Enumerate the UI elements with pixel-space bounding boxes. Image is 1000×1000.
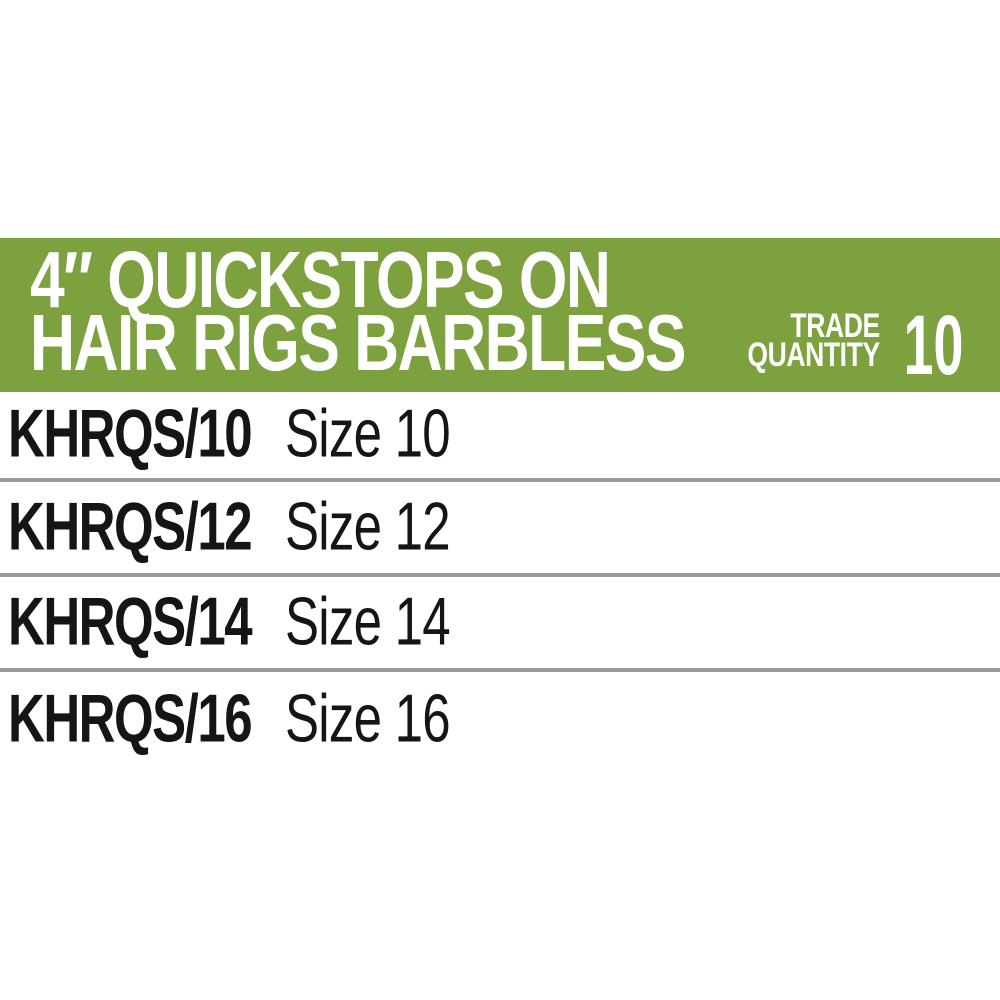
category-title: 4″ QUICKSTOPS ON HAIR RIGS BARBLESS: [30, 235, 870, 387]
table-row: KHRQS/12 Size 12: [0, 482, 1000, 577]
product-code: KHRQS/12: [8, 487, 253, 564]
table-row: KHRQS/10 Size 10: [0, 392, 1000, 482]
trade-quantity-label-line2: QUANTITY: [747, 336, 881, 374]
trade-quantity-label: TRADE QUANTITY: [747, 307, 881, 374]
category-banner: 4″ QUICKSTOPS ON HAIR RIGS BARBLESS TRAD…: [0, 238, 1000, 392]
category-title-line2: HAIR RIGS BARBLESS: [30, 298, 686, 387]
product-size: Size 10: [285, 395, 451, 472]
table-row: KHRQS/16 Size 16: [0, 672, 1000, 767]
product-size: Size 16: [285, 679, 451, 756]
product-code: KHRQS/14: [8, 582, 253, 659]
table-row: KHRQS/14 Size 14: [0, 577, 1000, 672]
trade-quantity-value: 10: [903, 298, 963, 392]
product-code: KHRQS/16: [8, 679, 253, 756]
product-table: KHRQS/10 Size 10 KHRQS/12 Size 12 KHRQS/…: [0, 392, 1000, 767]
category-title-line1: 4″ QUICKSTOPS ON: [30, 235, 611, 324]
trade-quantity-label-line1: TRADE: [790, 307, 881, 345]
product-code: KHRQS/10: [8, 395, 253, 472]
product-size: Size 12: [285, 487, 451, 564]
product-size: Size 14: [285, 582, 451, 659]
